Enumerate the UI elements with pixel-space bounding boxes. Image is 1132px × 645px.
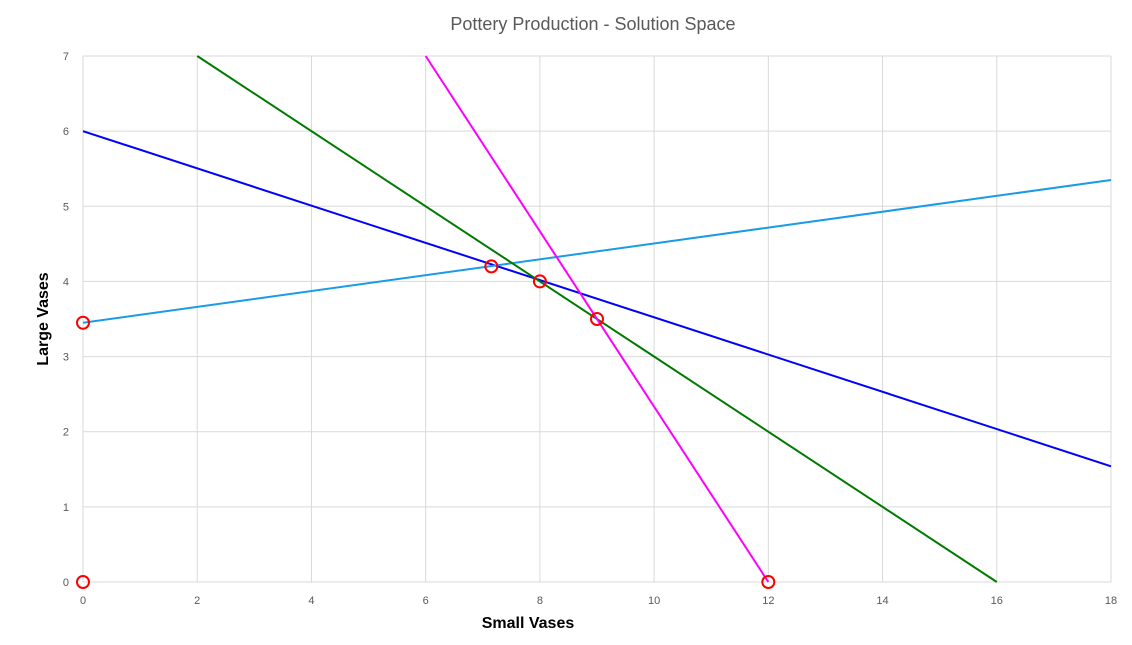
- x-tick-label: 16: [991, 595, 1003, 607]
- y-axis-title: Large Vases: [35, 272, 52, 366]
- y-tick-label: 7: [63, 51, 69, 63]
- series-line-2: [82, 178, 1112, 324]
- series-line-4: [424, 55, 770, 583]
- y-tick-label: 4: [63, 276, 69, 288]
- marker-point: [590, 312, 604, 326]
- y-tick-label: 5: [63, 201, 69, 213]
- x-tick-label: 4: [308, 595, 314, 607]
- series-layer: [82, 55, 1112, 583]
- marker-point: [532, 274, 547, 289]
- y-tick-label: 6: [63, 126, 69, 138]
- marker-layer: [76, 259, 776, 589]
- marker-point: [761, 575, 776, 589]
- x-tick-label: 10: [648, 595, 660, 607]
- x-tick-label: 18: [1105, 595, 1117, 607]
- x-tick-label: 6: [423, 595, 429, 607]
- marker-point: [76, 575, 90, 589]
- y-tick-label: 2: [63, 427, 69, 439]
- y-tick-label: 1: [63, 502, 69, 514]
- y-tick-label: 3: [63, 352, 69, 364]
- x-tick-label: 8: [537, 595, 543, 607]
- x-tick-label: 2: [194, 595, 200, 607]
- marker-point: [484, 259, 499, 274]
- series-line-1: [82, 130, 1112, 468]
- x-tick-label: 14: [876, 595, 888, 607]
- grid: [82, 55, 1112, 583]
- chart-title: Pottery Production - Solution Space: [450, 14, 735, 34]
- x-tick-label: 0: [80, 595, 86, 607]
- x-tick-label: 12: [762, 595, 774, 607]
- y-tick-label: 0: [63, 577, 69, 589]
- x-axis-title: Small Vases: [482, 615, 575, 632]
- marker-point: [76, 315, 90, 330]
